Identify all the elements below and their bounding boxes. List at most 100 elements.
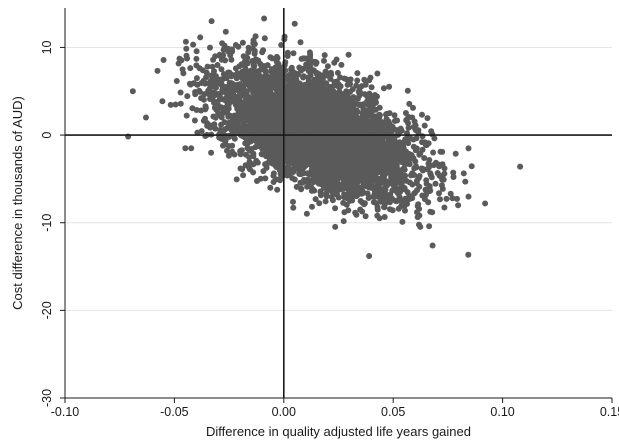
scatter-point [328, 86, 335, 93]
scatter-point [217, 53, 224, 60]
scatter-point [362, 213, 369, 220]
scatter-point [218, 114, 225, 121]
scatter-point [184, 93, 191, 100]
scatter-point [338, 182, 345, 189]
scatter-point [224, 147, 230, 154]
scatter-point [443, 195, 450, 202]
scatter-point [419, 111, 425, 118]
scatter-point [276, 96, 283, 103]
scatter-point [207, 122, 214, 129]
scatter-point [300, 74, 307, 81]
scatter-point [322, 198, 329, 205]
scatter-point [355, 123, 362, 130]
scatter-point [343, 201, 350, 208]
scatter-point [154, 67, 161, 74]
scatter-point [455, 202, 462, 209]
scatter-point [365, 127, 372, 134]
scatter-point [359, 151, 366, 158]
scatter-point [333, 56, 340, 63]
scatter-point [263, 96, 269, 103]
scatter-point [286, 171, 293, 178]
scatter-point [312, 58, 319, 65]
scatter-point [243, 135, 250, 142]
scatter-point [394, 117, 401, 124]
scatter-point [236, 115, 243, 122]
scatter-point [172, 101, 179, 108]
scatter-point [356, 87, 363, 94]
scatter-point [318, 192, 324, 199]
scatter-point [366, 194, 373, 201]
scatter-points [125, 15, 524, 260]
scatter-point [207, 78, 214, 85]
scatter-point [373, 136, 379, 143]
scatter-point [350, 124, 357, 131]
scatter-point [367, 74, 374, 81]
scatter-point [227, 52, 234, 59]
scatter-point [382, 192, 389, 199]
scatter-point [374, 212, 381, 219]
scatter-point [269, 94, 276, 101]
scatter-point [293, 183, 300, 190]
scatter-point [397, 167, 404, 174]
scatter-point [198, 80, 205, 86]
scatter-point [439, 185, 446, 192]
scatter-point [292, 95, 299, 101]
scatter-point [188, 145, 195, 152]
scatter-point [217, 127, 224, 133]
scatter-point [437, 196, 443, 203]
scatter-point [190, 41, 197, 48]
scatter-point [361, 160, 368, 166]
scatter-point [335, 194, 342, 201]
scatter-point [397, 149, 404, 156]
scatter-point [421, 122, 428, 129]
scatter-point [346, 97, 353, 104]
scatter-point [465, 145, 472, 152]
scatter-point [345, 51, 352, 58]
scatter-point [310, 67, 317, 74]
scatter-point [250, 40, 257, 47]
scatter-point [276, 74, 283, 81]
scatter-point [441, 170, 448, 177]
scatter-point [263, 81, 270, 88]
scatter-point [374, 204, 381, 211]
scatter-point [220, 109, 227, 116]
scatter-point [271, 122, 278, 129]
scatter-point [387, 166, 394, 173]
scatter-point [224, 100, 231, 107]
scatter-point [352, 209, 359, 216]
scatter-point [202, 133, 209, 139]
scatter-point [329, 154, 336, 161]
scatter-point [386, 178, 393, 185]
scatter-point [310, 179, 317, 185]
scatter-point [296, 80, 303, 87]
scatter-point [225, 105, 232, 112]
scatter-point [269, 72, 276, 79]
scatter-point [353, 82, 360, 89]
scatter-point [298, 185, 305, 192]
scatter-point [263, 137, 270, 144]
scatter-point [452, 150, 459, 157]
scatter-point [233, 176, 240, 183]
scatter-point [423, 177, 430, 184]
scatter-point [241, 63, 248, 70]
scatter-point [353, 107, 360, 114]
scatter-point [271, 80, 278, 87]
scatter-point [292, 116, 299, 123]
scatter-point [275, 128, 282, 135]
scatter-point [381, 204, 387, 211]
scatter-point [242, 68, 249, 75]
scatter-point [430, 162, 437, 169]
scatter-point [396, 129, 403, 136]
scatter-point [398, 141, 405, 148]
scatter-point [447, 190, 454, 197]
scatter-point [311, 119, 318, 126]
scatter-point [183, 112, 190, 119]
scatter-point [391, 143, 398, 149]
scatter-point [357, 198, 364, 204]
scatter-point [370, 161, 377, 168]
scatter-point [449, 195, 456, 202]
scatter-point [344, 128, 351, 134]
scatter-point [222, 57, 229, 64]
scatter-point [316, 180, 322, 187]
